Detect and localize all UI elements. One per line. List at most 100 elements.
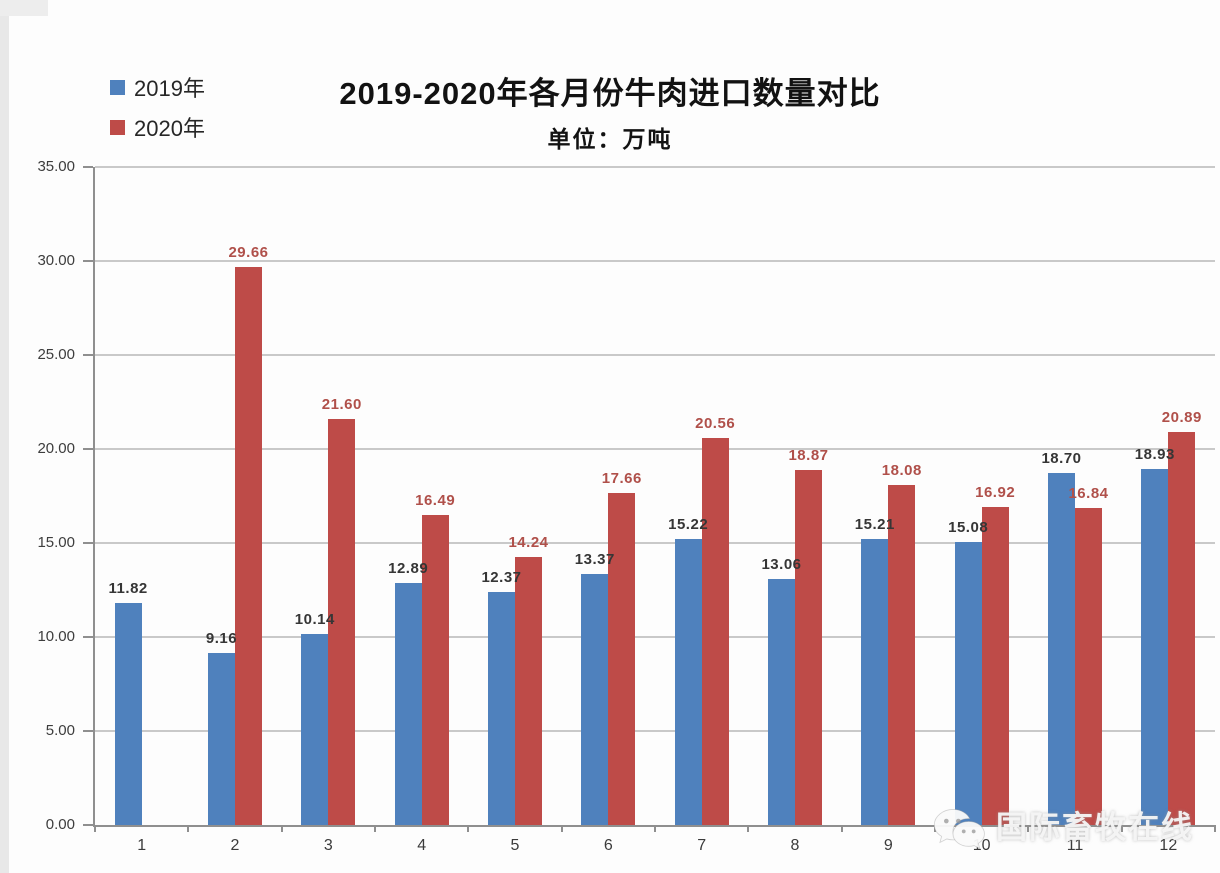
x-axis-label-month-6: 6 [603, 837, 613, 854]
bar-value-label-2019-m6: 13.37 [574, 550, 615, 568]
gridline-15 [95, 542, 1215, 544]
bar-value-label-2019-m2: 9.16 [205, 629, 238, 647]
bar-2020-m2 [235, 267, 262, 825]
bar-value-label-2019-m7: 15.22 [668, 515, 709, 533]
bar-2020-m7 [701, 438, 729, 825]
legend-label-2019: 2019年 [134, 76, 205, 101]
x-axis-label-month-11: 11 [1066, 837, 1084, 854]
x-axis-tick [280, 825, 283, 832]
x-axis-label-month-1: 1 [137, 837, 147, 854]
bar-value-label-2020-m7: 20.56 [695, 415, 736, 433]
bar-value-label-2019-m12: 18.93 [1134, 446, 1175, 464]
plot-area: 0.00 5.00 10.00 15.00 20.00 25.00 30.00 35.00 1 1… [37, 158, 1216, 854]
bar-value-label-2020-m4: 16.49 [415, 492, 456, 509]
bar-2019-m10 [954, 541, 982, 825]
legend-swatch-2020 [110, 119, 125, 135]
bar-2020-m3 [328, 418, 356, 825]
y-axis-tick [83, 542, 93, 544]
x-axis-label-month-4: 4 [417, 837, 427, 854]
bar-2019-m12 [1141, 469, 1169, 825]
y-axis-label: 30.00 [37, 252, 75, 269]
x-axis-tick [187, 825, 190, 832]
x-axis-tick [934, 825, 936, 832]
watermark-text: 国际畜牧在线 [996, 810, 1194, 845]
x-axis-tick [560, 825, 563, 832]
y-axis-label: 25.00 [37, 346, 75, 363]
gridline-30 [95, 260, 1215, 262]
bar-value-label-2019-m11: 18.70 [1041, 450, 1082, 468]
x-axis-label-month-8: 8 [790, 837, 800, 854]
bar-value-label-2019-m1: 11.82 [108, 579, 148, 597]
legend-item-2020: 2020年 [110, 114, 205, 141]
bar-2019-m9 [861, 539, 889, 825]
bar-2020-m4 [421, 515, 449, 825]
bar-2019-m7 [674, 538, 702, 825]
x-axis-tick [840, 825, 843, 832]
gridline-20 [95, 448, 1215, 450]
bar-value-label-2019-m3: 10.14 [294, 611, 335, 629]
x-axis-tick [747, 825, 750, 832]
y-axis-label: 5.00 [45, 722, 75, 739]
bar-2020-m11 [1075, 508, 1102, 825]
x-axis-label-month-3: 3 [323, 837, 333, 854]
gridline-25 [95, 354, 1215, 356]
chart-legend: 2019年 2020年 [110, 74, 205, 154]
page-edge-shadow [0, 0, 9, 873]
bar-value-label-2020-m10: 16.92 [975, 483, 1016, 501]
bar-2019-m1 [114, 602, 142, 825]
x-axis-tick [94, 825, 96, 832]
bar-2020-m10 [981, 506, 1009, 825]
bar-value-label-2020-m11: 16.84 [1068, 485, 1109, 503]
x-axis-tick [467, 825, 470, 832]
x-axis-label-month-9: 9 [883, 837, 893, 854]
y-axis-label: 10.00 [37, 628, 75, 645]
bar-value-label-2020-m6: 17.66 [601, 470, 642, 487]
y-axis-tick [83, 260, 93, 262]
x-axis-tick [1120, 825, 1123, 832]
bar-2019-m5 [488, 592, 515, 825]
y-axis-tick [83, 166, 93, 168]
legend-label-2020: 2020年 [134, 116, 205, 141]
y-axis-label: 20.00 [37, 440, 75, 457]
y-axis-tick [83, 824, 93, 826]
bar-value-label-2020-m2: 29.66 [228, 244, 269, 262]
x-axis-label-month-12: 12 [1159, 837, 1178, 854]
bar-2020-m5 [515, 557, 542, 825]
wechat-icon [933, 808, 985, 849]
chart-subtitle: 单位：万吨 [547, 126, 673, 152]
bar-value-label-2020-m9: 18.08 [881, 462, 922, 480]
x-axis-tick [1214, 825, 1216, 832]
bar-value-label-2019-m8: 13.06 [761, 556, 802, 574]
bar-value-label-2020-m12: 20.89 [1161, 409, 1202, 427]
bar-2019-m4 [394, 582, 422, 825]
bar-2020-m8 [795, 470, 822, 825]
y-axis-tick [83, 354, 93, 356]
gridline-35 [95, 166, 1215, 168]
gridline-10 [95, 636, 1215, 638]
bar-value-label-2020-m5: 14.24 [508, 534, 549, 552]
chart-header: 2019-2020年各月份牛肉进口数量对比 单位：万吨 [0, 68, 1220, 154]
bar-value-label-2019-m5: 12.37 [481, 569, 522, 587]
bar-2019-m2 [208, 652, 235, 825]
bar-value-label-2019-m4: 12.89 [388, 559, 429, 577]
watermark: 国际畜牧在线 [931, 802, 1194, 849]
y-axis-label: 35.00 [37, 158, 75, 175]
bar-2020-m6 [608, 493, 636, 825]
bar-2020-m9 [888, 485, 916, 825]
page-corner-shadow [0, 0, 48, 16]
bar-value-label-2020-m8: 18.87 [788, 447, 829, 465]
legend-swatch-2019 [110, 79, 125, 95]
bar-2019-m11 [1048, 473, 1075, 825]
x-axis-label-month-5: 5 [510, 837, 520, 854]
bar-value-label-2019-m9: 15.21 [854, 516, 895, 534]
x-axis-tick [374, 825, 376, 832]
bar-2020-m12 [1168, 432, 1196, 825]
y-axis-tick [83, 730, 93, 732]
gridline-5 [95, 730, 1215, 732]
x-axis-label-month-2: 2 [230, 837, 240, 854]
y-axis-tick [83, 636, 93, 638]
x-axis-tick [654, 825, 656, 832]
bar-value-label-2020-m3: 21.60 [321, 395, 362, 413]
bar-value-label-2019-m10: 15.08 [948, 518, 989, 536]
